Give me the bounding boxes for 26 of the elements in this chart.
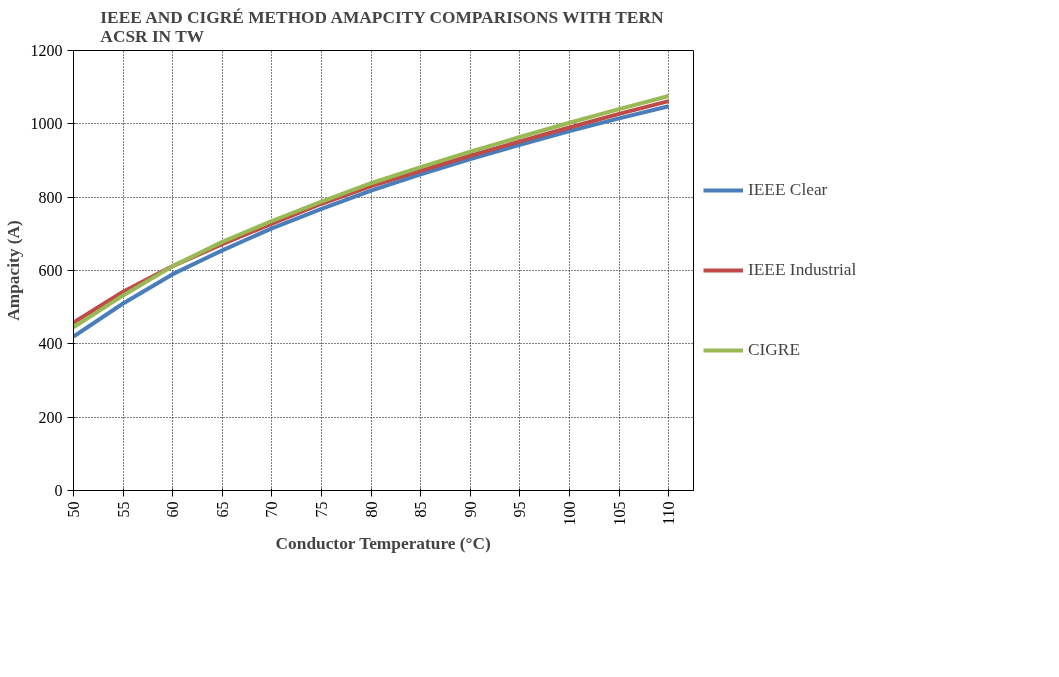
legend-label: CIGRE [748,340,800,360]
y-axis-title: Ampacity (A) [3,219,23,321]
x-tick-label: 85 [412,501,430,518]
x-tick-label: 50 [65,501,82,518]
x-tick-label: 105 [610,501,628,526]
chart-title: IEEE AND CIGRÉ METHOD AMAPCITY COMPARISONS WITH TERN ACSR IN TW [100,7,664,46]
y-tick-label: 400 [38,335,63,353]
legend-label: IEEE Industrial [748,260,857,280]
x-tick-label: 70 [263,501,281,518]
y-tick-label: 800 [38,188,63,206]
x-tick-label: 80 [362,501,380,518]
y-tick-label: 1000 [30,115,63,133]
x-tick-label: 95 [511,501,529,518]
x-axis-title: Conductor Temperature (°C) [275,533,492,553]
y-tick-label: 1200 [30,42,63,59]
x-tick-label: 75 [313,501,330,518]
legend-label: IEEE Clear [748,180,828,200]
x-tick-label: 110 [660,501,678,525]
x-tick-label: 55 [114,501,132,518]
y-tick-label: 200 [38,408,63,426]
y-tick-label: 600 [38,262,63,279]
x-tick-label: 60 [164,501,182,518]
x-tick-label: 100 [561,501,578,526]
x-tick-label: 90 [461,501,479,518]
y-tick-label: 0 [54,482,63,499]
x-tick-label: 65 [213,501,231,518]
